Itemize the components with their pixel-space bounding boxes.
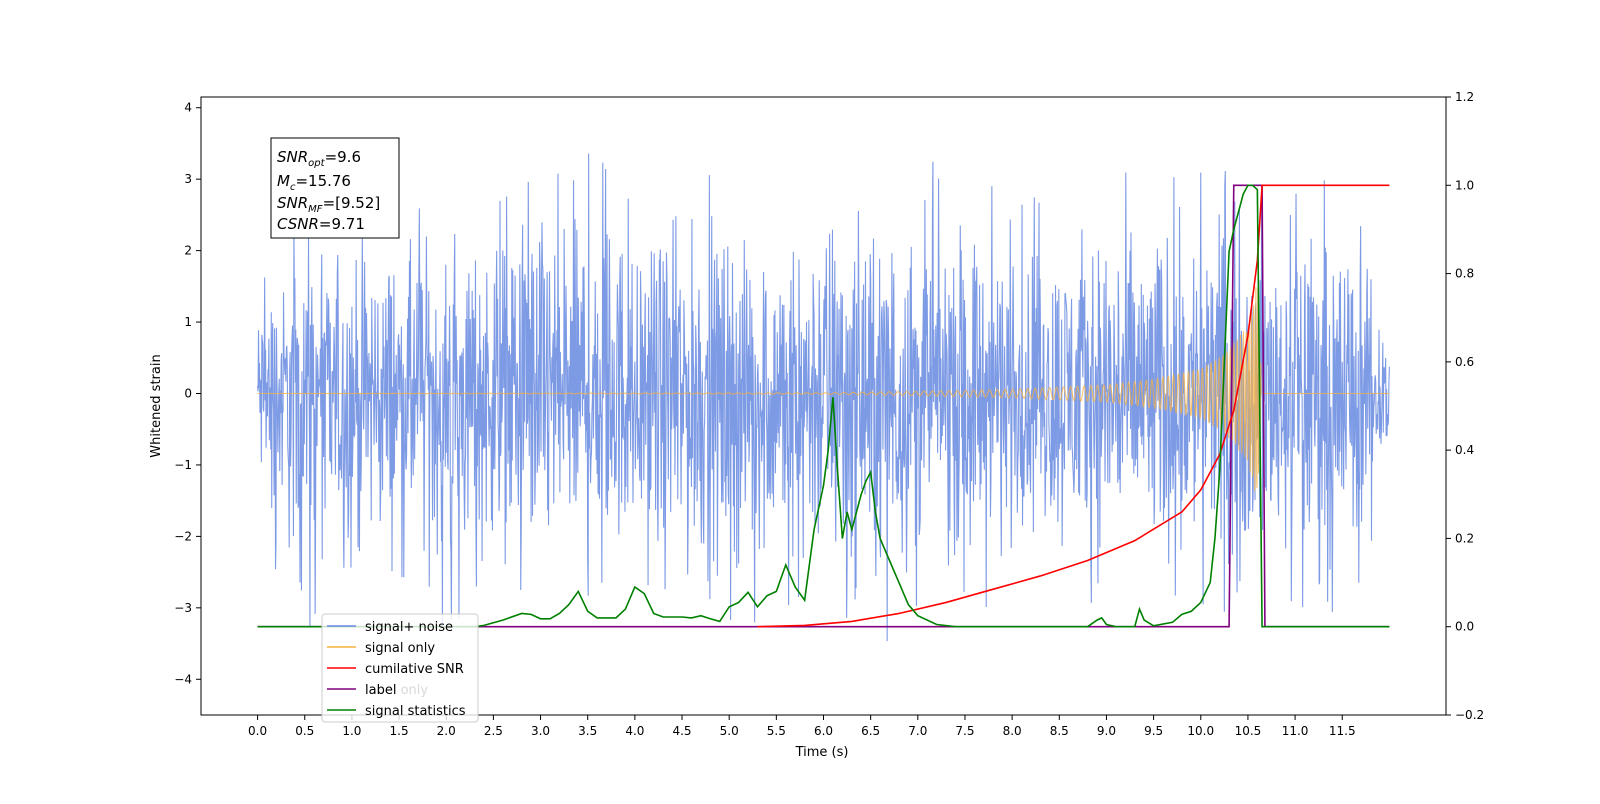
y-left-tick-label: 2 [184, 244, 192, 258]
annotation-line-4: CSNR=9.71 [277, 215, 365, 233]
y-right-axis-ticks: 1.2 1.0 0.8 0.6 0.4 0.2 0.0 −0.2 [1446, 90, 1484, 722]
annotation-line-3: SNRMF=[9.52] [277, 194, 380, 215]
legend-label-cumilative-snr: cumilative SNR [365, 662, 464, 677]
x-tick-label: 3.5 [578, 724, 597, 738]
x-tick-label: 10.0 [1187, 724, 1214, 738]
legend-entry-cumilative-snr: cumilative SNR [327, 662, 464, 677]
x-tick-label: 4.0 [625, 724, 644, 738]
x-axis-ticks: 0.0 0.5 1.0 1.5 2.0 2.5 3.0 3.5 4.0 4.5 5.0 5.5 6.0 6… [248, 715, 1356, 738]
y-left-tick-label: 0 [184, 386, 192, 400]
legend-entry-signal-noise: signal+ noise [327, 620, 453, 635]
series-signal-statistics [257, 184, 1390, 628]
y-left-tick-label: 1 [184, 315, 192, 329]
x-tick-label: 3.0 [531, 724, 550, 738]
x-axis-label: Time (s) [795, 745, 849, 760]
x-tick-label: 1.0 [342, 724, 361, 738]
series-signal-only [257, 286, 1390, 492]
legend-entry-signal-only: signal only [327, 641, 435, 656]
x-tick-label: 2.0 [437, 724, 456, 738]
y-left-tick-label: 4 [184, 101, 192, 115]
y-left-tick-label: 3 [184, 172, 192, 186]
x-tick-label: 0.5 [295, 724, 314, 738]
y-right-tick-label: 0.2 [1455, 531, 1474, 545]
x-tick-label: 6.0 [814, 724, 833, 738]
x-tick-label: 5.5 [767, 724, 786, 738]
x-tick-label: 10.5 [1235, 724, 1262, 738]
y-left-tick-label: −4 [174, 672, 192, 686]
series-signal-noise [257, 153, 1390, 642]
y-right-tick-label: 1.0 [1455, 178, 1474, 192]
legend-label-label: label [365, 683, 396, 698]
x-tick-label: 2.5 [484, 724, 503, 738]
legend-label-signal-noise: signal+ noise [365, 620, 453, 635]
x-tick-label: 11.0 [1282, 724, 1309, 738]
legend-entry-signal-statistics: signal statistics [327, 704, 466, 719]
annotation-line-2: Mc=15.76 [277, 172, 351, 193]
legend-hidden-label: label only [365, 683, 428, 698]
legend-label-signal-only: signal only [365, 641, 435, 656]
legend: label only signal+ noise signal only cum… [321, 613, 479, 723]
x-tick-label: 0.0 [248, 724, 267, 738]
x-tick-label: 8.0 [1003, 724, 1022, 738]
y-left-tick-label: −1 [174, 458, 192, 472]
y-left-tick-label: −2 [174, 529, 192, 543]
legend-entry-label: label [327, 683, 396, 698]
x-tick-label: 8.5 [1050, 724, 1069, 738]
series-cumilative-snr [757, 184, 1390, 628]
x-tick-label: 5.0 [720, 724, 739, 738]
x-tick-label: 7.5 [955, 724, 974, 738]
y-right-tick-label: 1.2 [1455, 90, 1474, 104]
y-left-axis-ticks: 4 3 2 1 0 −1 −2 −3 −4 [174, 101, 201, 686]
y-right-tick-label: −0.2 [1455, 708, 1484, 722]
x-tick-label: 7.0 [908, 724, 927, 738]
snr-annotation-box: SNRopt=9.6 Mc=15.76 SNRMF=[9.52] CSNR=9.… [270, 137, 400, 239]
y-left-tick-label: −3 [174, 601, 192, 615]
legend-label-signal-statistics: signal statistics [365, 704, 466, 719]
y-right-tick-label: 0.8 [1455, 267, 1474, 281]
x-tick-label: 1.5 [390, 724, 409, 738]
y-right-tick-label: 0.0 [1455, 620, 1474, 634]
x-tick-label: 9.5 [1144, 724, 1163, 738]
x-tick-label: 11.5 [1329, 724, 1356, 738]
x-tick-label: 4.5 [672, 724, 691, 738]
y-axis-label: Whitened strain [149, 354, 164, 457]
y-right-tick-label: 0.6 [1455, 355, 1474, 369]
plot-area [257, 153, 1390, 642]
x-tick-label: 6.5 [861, 724, 880, 738]
annotation-line-1: SNRopt=9.6 [277, 148, 361, 169]
y-right-tick-label: 0.4 [1455, 443, 1474, 457]
x-tick-label: 9.0 [1097, 724, 1116, 738]
